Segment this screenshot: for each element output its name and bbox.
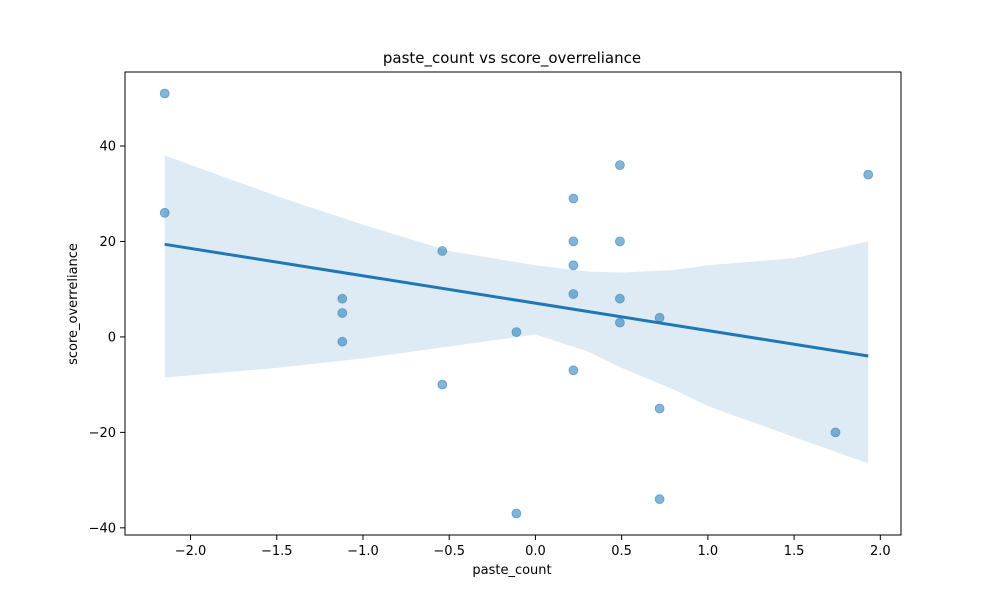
- plot-frame: [124, 71, 902, 536]
- data-point: [568, 365, 579, 376]
- x-tick-label: 2.0: [870, 544, 891, 559]
- x-axis: −2.0 −1.5 −1.0 −0.5 0.0 0.5 1.0 1.5 2.0: [175, 535, 891, 559]
- x-tick-label: −1.5: [261, 544, 293, 559]
- data-point: [337, 308, 348, 318]
- data-point: [568, 289, 579, 299]
- data-point: [568, 236, 579, 247]
- y-axis: −40 −20 0 20 40: [89, 139, 125, 536]
- confidence-band-area: [164, 155, 869, 464]
- data-point: [337, 336, 348, 347]
- confidence-band: [164, 155, 869, 464]
- regression-line-path: [164, 242, 869, 358]
- data-point: [615, 160, 625, 171]
- data-points: [159, 88, 874, 519]
- x-tick-label: 0.5: [611, 544, 632, 559]
- data-point: [654, 494, 665, 505]
- data-point: [337, 293, 348, 304]
- chart-title: paste_count vs score_overreliance: [383, 49, 641, 68]
- data-point: [615, 317, 625, 328]
- data-point: [568, 260, 579, 271]
- x-axis-label: paste_count: [472, 563, 551, 578]
- data-point: [437, 246, 448, 256]
- x-tick-label: −1.0: [347, 544, 379, 559]
- data-point: [568, 193, 579, 204]
- y-tick-label: 40: [99, 139, 116, 154]
- y-tick-label: −40: [89, 521, 116, 536]
- data-point: [159, 88, 170, 99]
- x-tick-label: −0.5: [433, 544, 465, 559]
- y-tick-label: 20: [99, 235, 116, 250]
- data-point: [863, 169, 874, 180]
- x-tick-label: 1.5: [784, 544, 805, 559]
- data-point: [437, 379, 448, 390]
- y-tick-label: 0: [108, 330, 116, 345]
- data-point: [830, 427, 841, 438]
- x-tick-label: 0.0: [525, 544, 546, 559]
- regression-line: [164, 242, 869, 358]
- data-point: [654, 403, 665, 414]
- data-point: [511, 327, 522, 338]
- data-point: [615, 236, 625, 247]
- y-axis-label: score_overreliance: [66, 243, 81, 365]
- x-tick-label: −2.0: [175, 544, 207, 559]
- data-point: [159, 207, 170, 218]
- data-point: [615, 293, 625, 304]
- y-tick-label: −20: [89, 426, 116, 441]
- x-tick-label: 1.0: [698, 544, 719, 559]
- data-point: [511, 508, 522, 519]
